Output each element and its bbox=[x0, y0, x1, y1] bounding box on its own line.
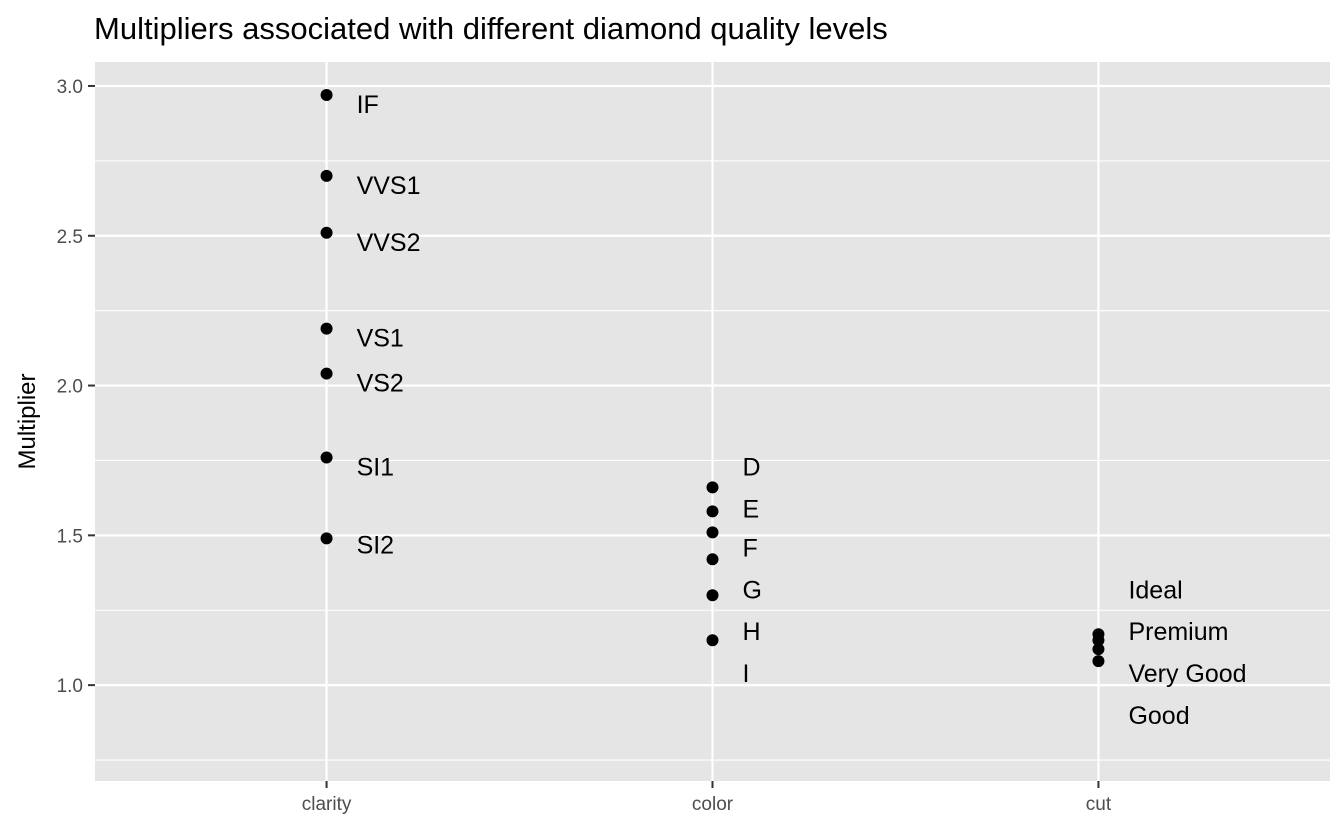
label-clarity-if: IF bbox=[357, 91, 379, 119]
point-clarity-if bbox=[320, 88, 333, 101]
grid-major bbox=[95, 62, 1330, 781]
label-clarity-vs2: VS2 bbox=[357, 370, 404, 398]
chart-title: Multipliers associated with different di… bbox=[94, 11, 888, 46]
point-clarity-si1 bbox=[320, 451, 333, 464]
label-color-i: I bbox=[743, 660, 750, 688]
x-tick-label-clarity: clarity bbox=[302, 794, 352, 815]
label-cut-good: Good bbox=[1128, 702, 1189, 730]
label-clarity-si1: SI1 bbox=[357, 453, 395, 481]
label-color-f: F bbox=[743, 534, 758, 562]
label-cut-premium: Premium bbox=[1128, 618, 1228, 646]
y-tick-label: 1.5 bbox=[57, 526, 83, 547]
point-clarity-vvs2 bbox=[320, 226, 333, 239]
x-tick-label-cut: cut bbox=[1086, 794, 1112, 815]
point-cut-premium bbox=[1092, 634, 1105, 647]
label-cut-ideal: Ideal bbox=[1128, 576, 1182, 604]
label-clarity-vvs1: VVS1 bbox=[357, 172, 421, 200]
y-tick-label: 3.0 bbox=[57, 77, 83, 98]
x-axis-ticks: clarity color cut bbox=[302, 781, 1112, 815]
label-cut-very-good: Very Good bbox=[1128, 660, 1246, 688]
label-color-d: D bbox=[743, 453, 761, 481]
point-clarity-vs2 bbox=[320, 367, 333, 380]
point-color-h bbox=[706, 589, 719, 602]
point-color-f bbox=[706, 526, 719, 539]
point-clarity-vvs1 bbox=[320, 169, 333, 182]
point-clarity-vs1 bbox=[320, 322, 333, 335]
y-tick-label: 2.5 bbox=[57, 227, 83, 248]
point-cut-good bbox=[1092, 655, 1105, 668]
label-color-g: G bbox=[743, 576, 762, 604]
point-color-d bbox=[706, 481, 719, 494]
point-color-e bbox=[706, 505, 719, 518]
data-points bbox=[320, 88, 1105, 668]
x-tick-label-color: color bbox=[692, 794, 734, 815]
y-axis-title: Multiplier bbox=[14, 373, 41, 469]
label-clarity-si2: SI2 bbox=[357, 531, 395, 559]
label-color-e: E bbox=[743, 495, 760, 523]
point-cut-very-good bbox=[1092, 643, 1105, 656]
y-tick-label: 2.0 bbox=[57, 377, 83, 398]
point-clarity-si2 bbox=[320, 532, 333, 545]
point-color-i bbox=[706, 634, 719, 647]
label-clarity-vs1: VS1 bbox=[357, 325, 404, 353]
y-tick-label: 1.0 bbox=[57, 676, 83, 697]
label-clarity-vvs2: VVS2 bbox=[357, 229, 421, 257]
y-axis-ticks: 1.0 1.5 2.0 2.5 3.0 bbox=[57, 77, 95, 697]
point-color-g bbox=[706, 553, 719, 566]
label-color-h: H bbox=[743, 618, 761, 646]
